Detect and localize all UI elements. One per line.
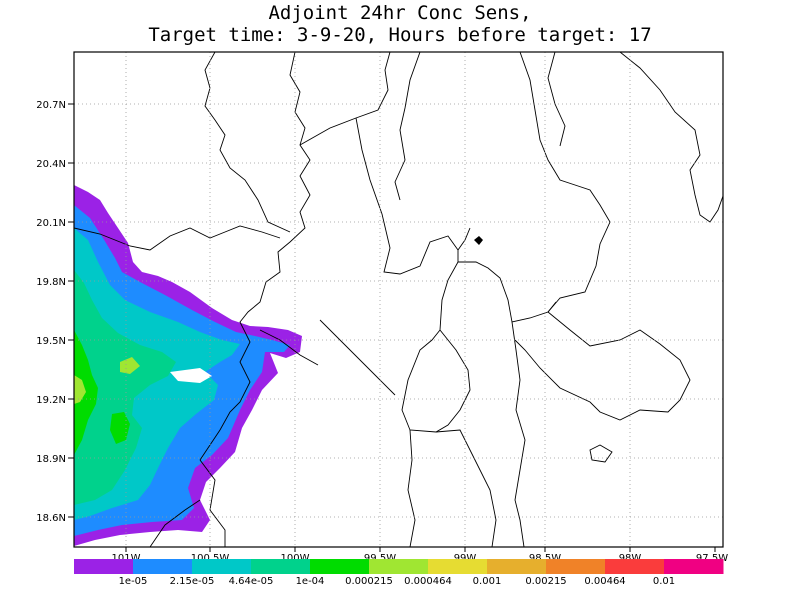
lon-label: 97.5W	[696, 553, 728, 564]
longitude-axis: 101W 100.5W 100W 99.5W 99W 98.5W 98W 97.…	[112, 547, 728, 564]
plume-band-0.000464	[74, 375, 86, 404]
colorbar-swatch	[487, 559, 547, 574]
plume-band-0.000215	[74, 330, 98, 455]
colorbar-swatch	[133, 559, 193, 574]
colorbar: 1e-05 2.15e-05 4.64e-05 1e-04 0.000215 0.0004…	[74, 559, 724, 587]
colorbar-swatch	[251, 559, 311, 574]
colorbar-swatch	[546, 559, 606, 574]
plume-band-1e-04	[74, 270, 176, 505]
colorbar-label: 0.000464	[404, 576, 452, 587]
lon-label: 99.5W	[364, 553, 396, 564]
colorbar-label: 4.64e-05	[229, 576, 274, 587]
latitude-axis: 20.7N 20.4N 20.1N 19.8N 19.5N 19.2N 18.9…	[36, 100, 74, 524]
state-borders	[74, 52, 723, 547]
sensitivity-plume	[74, 185, 302, 546]
lat-label: 20.4N	[36, 159, 66, 170]
lon-label: 98.5W	[529, 553, 561, 564]
lat-label: 18.9N	[36, 454, 66, 465]
lon-label: 99W	[454, 553, 477, 564]
colorbar-label: 0.001	[473, 576, 502, 587]
plume-band-0.000464-core	[120, 357, 140, 374]
lon-label: 101W	[112, 553, 141, 564]
lat-label: 19.2N	[36, 395, 66, 406]
colorbar-label: 1e-05	[119, 576, 148, 587]
lat-label: 19.8N	[36, 277, 66, 288]
map-title-line-1: Adjoint 24hr Conc Sens,	[268, 2, 532, 24]
colorbar-swatch	[192, 559, 252, 574]
lat-label: 18.6N	[36, 513, 66, 524]
colorbar-label: 0.01	[653, 576, 675, 587]
colorbar-swatch	[605, 559, 665, 574]
colorbar-swatch	[310, 559, 370, 574]
map-frame	[73, 51, 724, 548]
map-grid	[74, 52, 723, 547]
lat-label: 20.7N	[36, 100, 66, 111]
plume-band-0.000215-core	[110, 412, 130, 444]
lon-label: 100W	[281, 553, 310, 564]
lat-label: 20.1N	[36, 218, 66, 229]
colorbar-swatch	[664, 559, 724, 574]
colorbar-label: 1e-04	[296, 576, 325, 587]
colorbar-swatch	[369, 559, 429, 574]
colorbar-label: 0.000215	[345, 576, 393, 587]
target-point-marker	[474, 236, 483, 245]
colorbar-label: 0.00215	[525, 576, 566, 587]
colorbar-swatch	[74, 559, 134, 574]
lon-label: 98W	[619, 553, 642, 564]
colorbar-label: 0.00464	[584, 576, 625, 587]
lat-label: 19.5N	[36, 336, 66, 347]
colorbar-label: 2.15e-05	[170, 576, 215, 587]
colorbar-swatch	[428, 559, 488, 574]
map-title-line-2: Target time: 3-9-20, Hours before target…	[148, 24, 652, 46]
lon-label: 100.5W	[191, 553, 230, 564]
